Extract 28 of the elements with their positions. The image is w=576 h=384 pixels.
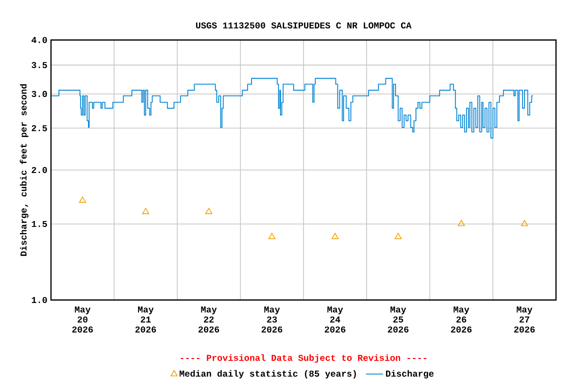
legend-label: Discharge	[386, 370, 434, 379]
x-tick-label: May 27 2026	[514, 306, 535, 333]
x-tick-label: May 21 2026	[135, 306, 156, 333]
x-tick-label: May 25 2026	[388, 306, 408, 333]
text: ---- Provisional Data Subject to Revision ----	[180, 354, 426, 363]
point	[332, 232, 339, 240]
x-tick-label: May 20 2026	[72, 306, 93, 333]
y-tick-label: 1.0	[32, 296, 47, 304]
x-tick-label: May 22 2026	[198, 306, 220, 333]
point	[79, 196, 86, 203]
chart-title: USGS 11132500 SALSIPUEDES C NR LOMPOC CA	[196, 22, 412, 28]
point	[268, 232, 276, 240]
legend-label: Median daily statistic (85 years)	[180, 370, 356, 378]
y-tick-label: 3.0	[32, 90, 47, 98]
x-tick-label: May 24 2026	[324, 306, 346, 333]
point	[394, 232, 402, 240]
y-tick-label: 1.5	[32, 220, 48, 227]
y-tick-label: 2.0	[32, 166, 47, 174]
y-axis-title: Discharge, cubic feet per second	[20, 84, 28, 256]
point	[458, 220, 465, 226]
point	[142, 208, 150, 214]
x-tick-label: May 26 2026	[451, 306, 472, 333]
point	[520, 220, 528, 226]
point	[205, 208, 212, 214]
y-tick-label: 4.0	[32, 36, 47, 44]
y-tick-label: 2.5	[32, 125, 48, 132]
x-tick-label: May 23 2026	[262, 306, 282, 333]
y-tick-label: 3.5	[32, 62, 48, 68]
